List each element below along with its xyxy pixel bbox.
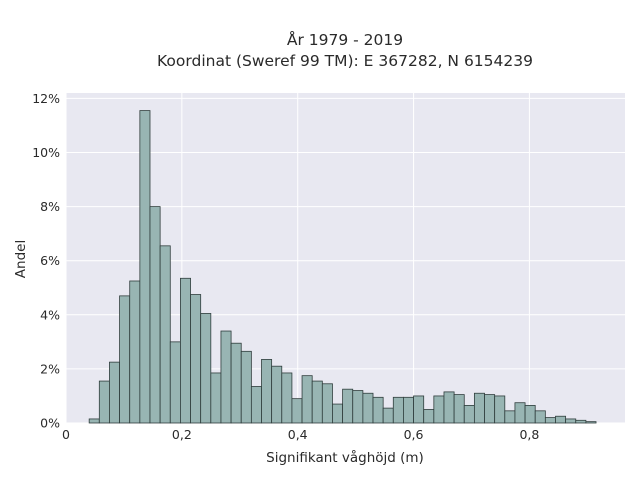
histogram-bar bbox=[534, 410, 546, 424]
histogram-bar bbox=[423, 409, 435, 424]
y-axis-label: Andel bbox=[13, 240, 29, 278]
histogram-bar bbox=[443, 391, 455, 424]
histogram-bar bbox=[362, 392, 374, 424]
histogram-bar bbox=[119, 295, 131, 424]
histogram-bar bbox=[524, 405, 536, 424]
chart-subtitle: Koordinat (Sweref 99 TM): E 367282, N 61… bbox=[157, 52, 533, 70]
histogram-bar bbox=[109, 361, 120, 424]
histogram-bar bbox=[129, 280, 141, 424]
y-tick-label: 6% bbox=[40, 253, 60, 268]
histogram-bar bbox=[575, 419, 587, 424]
x-axis-label: Signifikant våghöjd (m) bbox=[266, 449, 424, 466]
y-tick-label: 12% bbox=[32, 91, 60, 106]
histogram-bar bbox=[555, 415, 567, 424]
histogram-bar bbox=[220, 330, 232, 424]
histogram-bar bbox=[169, 341, 181, 424]
histogram-bar bbox=[311, 380, 323, 424]
x-tick-label: 0 bbox=[62, 427, 70, 442]
histogram-bar bbox=[180, 277, 191, 424]
histogram-bar bbox=[494, 395, 506, 424]
y-tick-label: 10% bbox=[32, 145, 60, 160]
histogram-bar bbox=[149, 206, 161, 424]
histogram-bar bbox=[463, 405, 475, 424]
histogram-bar bbox=[403, 396, 414, 424]
histogram-bar bbox=[382, 407, 394, 424]
histogram-bar bbox=[372, 396, 384, 424]
y-tick-label: 8% bbox=[40, 199, 60, 214]
histogram-bar bbox=[565, 418, 577, 424]
histogram-bar bbox=[230, 342, 242, 424]
histogram-bar bbox=[433, 395, 445, 424]
y-axis-ticks: 0% 2% 4% 6% 8% 10% 12% bbox=[32, 91, 60, 431]
histogram-bar bbox=[139, 110, 151, 424]
histogram-bar bbox=[190, 294, 202, 424]
histogram-bar bbox=[392, 396, 404, 424]
histogram-bar bbox=[291, 398, 303, 424]
x-tick-label: 0,2 bbox=[172, 427, 192, 442]
histogram-bar bbox=[332, 403, 344, 424]
histogram-bar bbox=[281, 372, 293, 424]
x-axis-ticks: 0 0,2 0,4 0,6 0,8 bbox=[62, 427, 539, 442]
histogram-bar bbox=[159, 245, 171, 424]
histogram-bar bbox=[271, 365, 283, 424]
histogram-bar bbox=[342, 388, 354, 424]
histogram-bar bbox=[413, 395, 425, 424]
histogram-bar bbox=[514, 402, 526, 424]
y-tick-label: 4% bbox=[40, 307, 60, 322]
histogram-bar bbox=[261, 359, 273, 424]
histogram-bar bbox=[544, 417, 556, 424]
histogram-bar bbox=[585, 421, 597, 424]
x-tick-label: 0,4 bbox=[288, 427, 308, 442]
chart-title: År 1979 - 2019 bbox=[287, 30, 403, 49]
histogram-bar bbox=[240, 350, 252, 424]
x-tick-label: 0,8 bbox=[519, 427, 539, 442]
histogram-bar bbox=[98, 380, 110, 424]
histogram-bar bbox=[504, 410, 516, 424]
histogram-bar bbox=[352, 390, 364, 424]
histogram-bar bbox=[200, 313, 212, 424]
histogram-bar bbox=[210, 372, 222, 424]
x-tick-label: 0,6 bbox=[404, 427, 424, 442]
histogram-bar bbox=[484, 394, 496, 424]
histogram-bar bbox=[321, 383, 333, 424]
histogram-bars bbox=[88, 110, 597, 424]
histogram-bar bbox=[88, 418, 100, 424]
y-tick-label: 0% bbox=[40, 416, 60, 431]
histogram-bar bbox=[250, 386, 262, 424]
histogram-bar bbox=[473, 392, 485, 424]
histogram-bar bbox=[301, 375, 313, 424]
y-tick-label: 2% bbox=[40, 361, 60, 376]
histogram-bar bbox=[453, 394, 465, 424]
